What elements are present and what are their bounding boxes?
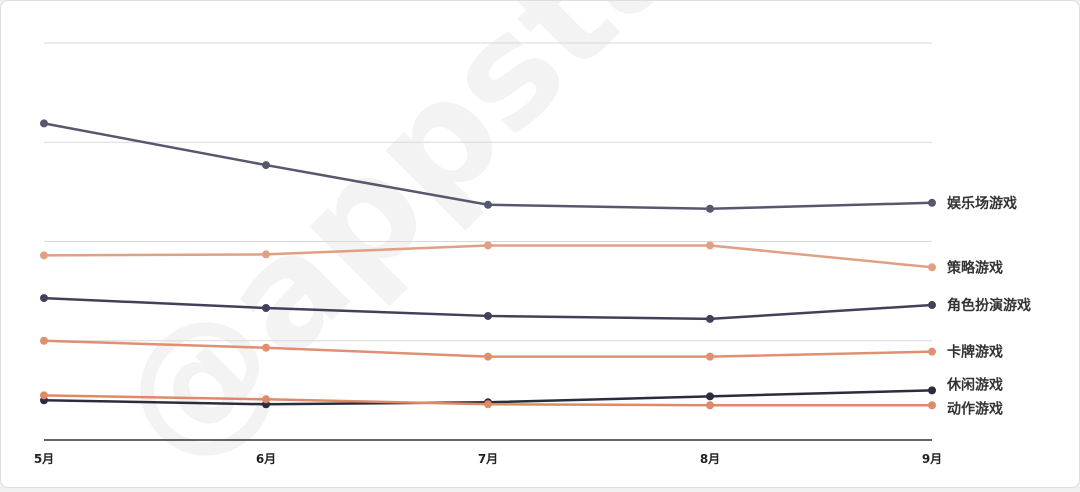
series-label: 动作游戏: [947, 400, 1003, 417]
series-5: [40, 391, 936, 410]
data-point: [262, 303, 270, 312]
data-point: [262, 161, 270, 170]
watermark-logo: @appstare: [83, 1, 845, 488]
data-point: [928, 347, 936, 356]
data-point: [40, 391, 48, 400]
series-label: 休闲游戏: [946, 376, 1003, 393]
data-point: [262, 343, 270, 352]
series-1: [40, 241, 936, 272]
data-point: [262, 395, 270, 404]
series-2: [40, 294, 936, 323]
data-point: [928, 198, 936, 207]
data-point: [706, 352, 714, 361]
x-tick-label: 5月: [34, 452, 54, 466]
data-point: [262, 250, 270, 259]
series-label: 娱乐场游戏: [947, 195, 1017, 212]
series-0: [40, 119, 936, 213]
data-point: [928, 386, 936, 395]
data-point: [928, 401, 936, 410]
series-3: [40, 336, 936, 361]
data-point: [484, 400, 492, 409]
series-label: 策略游戏: [946, 259, 1003, 276]
series-label: 角色扮演游戏: [947, 297, 1031, 314]
data-point: [706, 314, 714, 323]
data-point: [484, 200, 492, 209]
data-point: [706, 241, 714, 250]
x-tick-label: 6月: [256, 452, 276, 466]
data-point: [928, 263, 936, 272]
data-point: [40, 251, 48, 260]
data-point: [928, 301, 936, 310]
data-point: [40, 119, 48, 128]
x-tick-label: 7月: [478, 452, 498, 466]
data-point: [706, 401, 714, 410]
data-point: [40, 336, 48, 345]
data-point: [484, 352, 492, 361]
x-tick-label: 8月: [700, 452, 720, 466]
series-label: 卡牌游戏: [947, 344, 1003, 361]
data-point: [706, 204, 714, 213]
data-point: [484, 311, 492, 320]
data-point: [706, 392, 714, 401]
data-point: [40, 294, 48, 303]
data-point: [484, 241, 492, 250]
x-tick-label: 9月: [922, 452, 942, 466]
